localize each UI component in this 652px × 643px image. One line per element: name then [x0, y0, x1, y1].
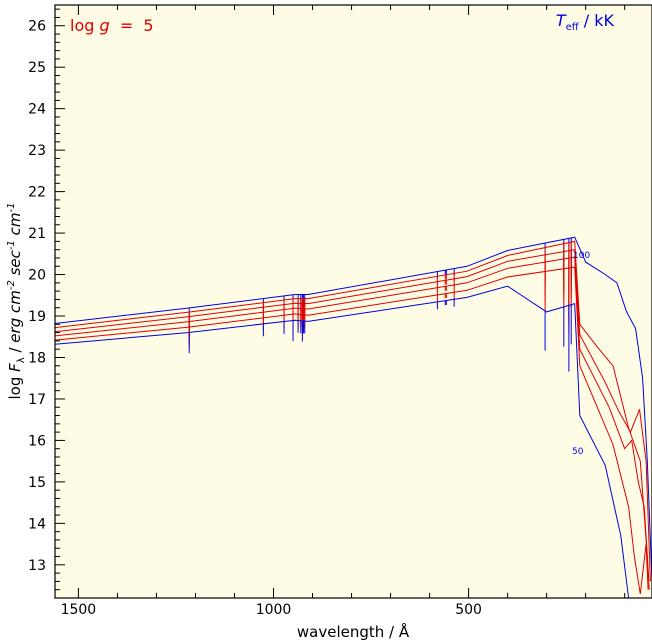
series-lines: [55, 236, 652, 598]
y-tick-label: 13: [28, 558, 46, 574]
y-tick-label: 25: [28, 60, 46, 76]
y-tick-label: 18: [28, 350, 46, 366]
x-tick-label: 1500: [61, 602, 97, 618]
series-line-80: [55, 249, 651, 582]
y-tick-label: 19: [28, 309, 46, 325]
x-axis-label: wavelength / Å: [297, 622, 410, 641]
y-tick-label: 15: [28, 475, 46, 491]
y-tick-label: 21: [28, 226, 46, 242]
x-tick-label: 1000: [256, 602, 292, 618]
y-tick-label: 20: [28, 268, 46, 284]
y-tick-label: 16: [28, 433, 46, 449]
ticks: [55, 5, 626, 599]
tick-labels: 1500 1000 500 13 14 15 16 17 18 19 20 21 22 23 24 25 26: [28, 19, 482, 618]
series-label-100: 100: [573, 251, 590, 261]
y-tick-label: 24: [28, 102, 46, 118]
y-tick-label: 14: [28, 516, 46, 532]
x-tick-label: 500: [455, 602, 482, 618]
logg-annotation: log g = 5: [70, 16, 154, 35]
plot-frame: [54, 4, 652, 599]
y-tick-label: 22: [28, 185, 46, 201]
y-tick-label: 26: [28, 19, 46, 35]
series-line-100: [55, 236, 652, 582]
series-line-60: [55, 266, 649, 594]
series-line-50: [55, 285, 630, 598]
teff-annotation: Teff / kK: [556, 11, 615, 33]
y-tick-label: 17: [28, 392, 46, 408]
y-tick-label: 23: [28, 143, 46, 159]
series-line-70: [55, 256, 650, 582]
series-line-90: [55, 240, 650, 590]
series-label-50: 50: [572, 447, 584, 457]
y-axis-label: log Fλ / erg cm-2 sec-1 cm-1: [6, 203, 27, 400]
